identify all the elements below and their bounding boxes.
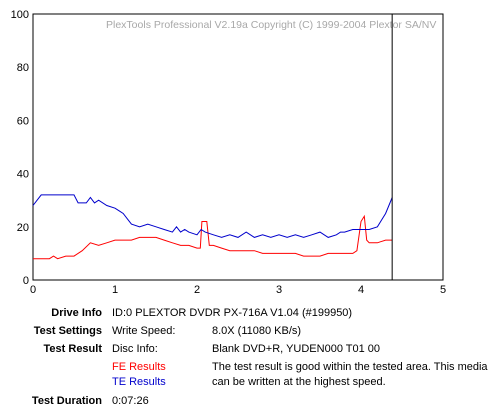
drive-info-row: Drive Info ID:0 PLEXTOR DVDR PX-716A V1.… (0, 306, 494, 324)
disc-info-value: Blank DVD+R, YUDEN000 T01 00 (212, 343, 381, 355)
fe-results-legend: FE Results (112, 361, 166, 373)
te-legend-row: TE Results (0, 375, 494, 394)
x-tick-label: 4 (358, 284, 364, 296)
te-results-legend: TE Results (112, 376, 166, 388)
series-lines (32, 194, 393, 260)
disc-info-label: Disc Info: (112, 343, 158, 355)
info-panel: Drive Info ID:0 PLEXTOR DVDR PX-716A V1.… (0, 306, 494, 412)
fe-te-chart: 0 20 40 60 80 100 0 1 2 3 4 5 PlexTools Professiona… (11, 9, 446, 296)
tick-labels: 0 20 40 60 80 100 0 1 2 3 4 5 (11, 9, 446, 296)
fe-legend-row: FE Results The test result is good withi… (0, 360, 494, 388)
fe-results-line (33, 214, 393, 260)
test-duration-row: Test Duration 0:07:26 (0, 394, 494, 412)
test-settings-row: Test Settings Write Speed: 8.0X (11080 K… (0, 324, 494, 342)
y-tick-label: 100 (11, 9, 29, 21)
test-result-row: Test Result Disc Info: Blank DVD+R, YUDE… (0, 342, 494, 360)
plot-frame (32, 13, 444, 281)
test-duration-label: Test Duration (31, 395, 102, 407)
x-tick-label: 5 (440, 284, 446, 296)
copyright-text: PlexTools Professional V2.19a Copyright … (106, 19, 436, 31)
test-duration-value: 0:07:26 (112, 395, 149, 407)
write-speed-label: Write Speed: (112, 325, 176, 337)
y-tick-label: 60 (17, 115, 29, 127)
result-summary-text: The test result is good within the teste… (212, 361, 488, 388)
y-tick-label: 0 (23, 275, 29, 287)
y-tick-label: 20 (17, 222, 29, 234)
y-tick-label: 40 (17, 169, 29, 181)
x-tick-label: 1 (112, 284, 118, 296)
x-tick-label: 0 (30, 284, 36, 296)
drive-info-label: Drive Info (51, 307, 102, 319)
test-result-label: Test Result (43, 343, 102, 355)
drive-info-value: ID:0 PLEXTOR DVDR PX-716A V1.04 (#199950… (112, 307, 353, 319)
x-tick-label: 2 (194, 284, 200, 296)
y-tick-label: 80 (17, 62, 29, 74)
test-settings-label: Test Settings (33, 325, 102, 337)
write-speed-value: 8.0X (11080 KB/s) (212, 325, 302, 337)
te-results-line (32, 194, 393, 238)
x-tick-label: 3 (276, 284, 282, 296)
axes (32, 13, 444, 281)
